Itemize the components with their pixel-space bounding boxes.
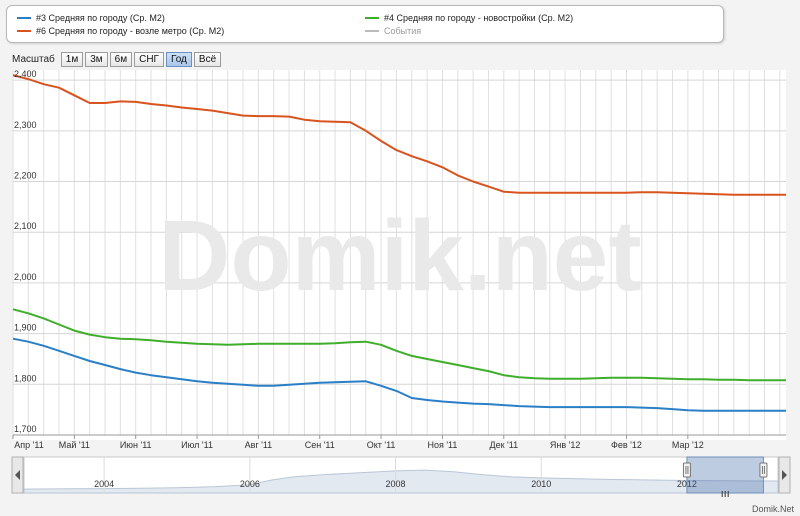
y-tick-label: 1,800 xyxy=(14,373,37,383)
credit-text[interactable]: Domik.Net xyxy=(751,504,794,514)
series-line-2[interactable] xyxy=(12,337,786,412)
navigator-selected-range[interactable] xyxy=(686,456,764,494)
zoom-selector: Масштаб 1м 3м 6м СНГ Год Всё xyxy=(12,51,223,67)
zoom-button-1y[interactable]: Год xyxy=(165,51,192,67)
legend-swatch-series-3 xyxy=(17,16,31,19)
x-tick-label: Июн '11 xyxy=(120,440,152,450)
x-tick-label: Мар '12 xyxy=(672,440,704,450)
x-tick-label: Сен '11 xyxy=(305,440,335,450)
navigator-area xyxy=(23,469,779,494)
y-tick-label: 1,700 xyxy=(14,424,37,434)
chevron-left-icon xyxy=(15,470,20,480)
x-tick-label: Июл '11 xyxy=(181,440,213,450)
x-tick-label: Ноя '11 xyxy=(427,440,457,450)
x-tick-label: Окт '11 xyxy=(367,440,396,450)
range-navigator[interactable]: 20042006200820102012 xyxy=(0,452,800,502)
price-line-chart[interactable]: Domik.net 1,700 1,800 1,900 2,000 2,100 2,200… xyxy=(0,70,800,450)
navigator-handle-right[interactable] xyxy=(759,462,768,478)
legend-label: #6 Средняя по городу - возле метро (Ср. … xyxy=(36,26,225,36)
zoom-label: Масштаб xyxy=(12,53,55,65)
zoom-button-6m[interactable]: 6м xyxy=(109,51,133,67)
navigator-year-label: 2008 xyxy=(386,479,406,489)
legend-label: #3 Средняя по городу (Ср. М2) xyxy=(36,13,165,23)
navigator-year-label: 2004 xyxy=(94,479,114,489)
legend-swatch-series-4 xyxy=(365,16,379,19)
x-tick-label: Янв '12 xyxy=(550,440,580,450)
legend-item-series-6[interactable]: #6 Средняя по городу - возле метро (Ср. … xyxy=(17,25,224,37)
legend-item-series-4[interactable]: #4 Средняя по городу - новостройки (Ср. … xyxy=(365,12,573,24)
zoom-button-3m[interactable]: 3м xyxy=(85,51,108,67)
zoom-button-ytd[interactable]: СНГ xyxy=(134,51,164,67)
navigator-right-arrow[interactable] xyxy=(778,456,791,494)
navigator-selection[interactable] xyxy=(682,456,768,497)
y-tick-label: 2,300 xyxy=(14,120,37,130)
y-axis-tick-labels: 1,700 1,800 1,900 2,000 2,100 2,200 2,300 2,400 xyxy=(14,70,37,434)
x-tick-label: Дек '11 xyxy=(489,440,518,450)
legend-label: События xyxy=(384,26,422,36)
x-tick-label: Апр '11 xyxy=(14,440,43,450)
zoom-button-1m[interactable]: 1м xyxy=(60,51,84,67)
chart-legend: #3 Средняя по городу (Ср. М2) #4 Средняя… xyxy=(6,5,724,43)
legend-item-events[interactable]: События xyxy=(365,25,421,37)
x-tick-label: Май '11 xyxy=(59,440,90,450)
y-tick-label: 2,200 xyxy=(14,171,37,181)
navigator-series-area xyxy=(23,469,779,494)
y-tick-label: 1,900 xyxy=(14,323,37,333)
navigator-year-label: 2010 xyxy=(531,479,551,489)
x-axis-tick-labels: Апр '11 Май '11 Июн '11 Июл '11 Авг '11 Сен '… xyxy=(12,435,704,450)
legend-item-series-3[interactable]: #3 Средняя по городу (Ср. М2) xyxy=(17,12,165,24)
chevron-right-icon xyxy=(782,470,787,480)
series-line-0[interactable] xyxy=(12,74,786,196)
x-tick-label: Фев '12 xyxy=(611,440,642,450)
watermark: Domik.net xyxy=(158,200,641,312)
navigator-grip-icon[interactable] xyxy=(721,491,729,497)
y-tick-label: 2,000 xyxy=(14,272,37,282)
y-tick-label: 2,400 xyxy=(14,70,37,79)
x-tick-label: Авг '11 xyxy=(245,440,273,450)
horizontal-gridlines xyxy=(13,79,786,436)
series-lines xyxy=(12,74,786,412)
navigator-handle-left[interactable] xyxy=(682,462,691,478)
navigator-year-label: 2006 xyxy=(240,479,260,489)
navigator-left-arrow[interactable] xyxy=(11,456,24,494)
legend-label: #4 Средняя по городу - новостройки (Ср. … xyxy=(384,13,574,23)
zoom-button-all[interactable]: Всё xyxy=(193,51,222,67)
series-line-1[interactable] xyxy=(12,308,786,382)
y-tick-label: 2,100 xyxy=(14,221,37,231)
legend-swatch-events xyxy=(365,29,379,32)
legend-swatch-series-6 xyxy=(17,29,31,32)
